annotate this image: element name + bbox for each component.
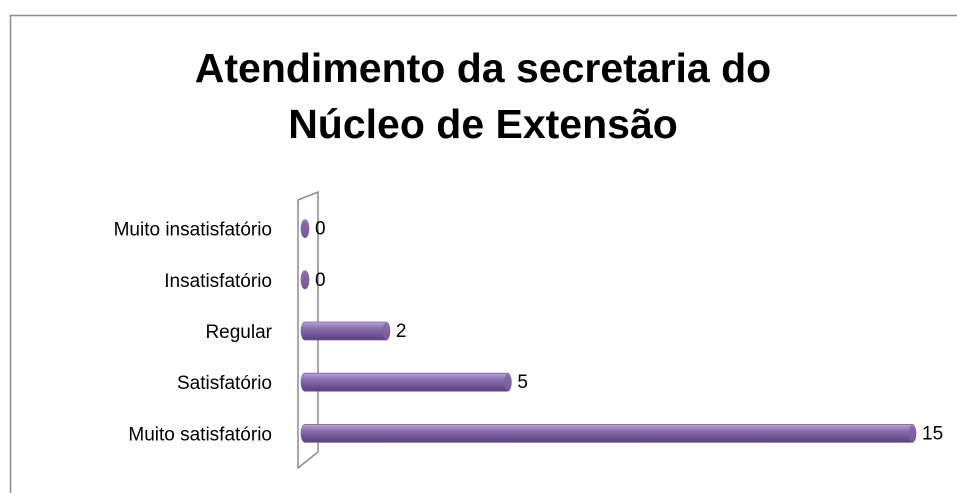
bar — [300, 321, 391, 341]
data-label: 0 — [315, 270, 326, 291]
bar-cap — [382, 323, 390, 339]
y-tick-label: Muito satisfatório — [128, 424, 272, 445]
data-label: 5 — [517, 372, 528, 393]
chart-frame — [9, 14, 957, 493]
y-tick-label: Satisfatório — [177, 373, 272, 394]
data-label: 0 — [315, 219, 326, 240]
bar-cap — [504, 374, 511, 391]
bar-cap — [908, 425, 916, 442]
data-label: 15 — [922, 423, 943, 444]
chart-title: Atendimento da secretaria do Núcleo de E… — [194, 45, 772, 147]
y-tick-label: Insatisfatório — [164, 271, 272, 292]
bar-cap — [301, 271, 309, 288]
y-tick-label: Muito insatisfatório — [114, 220, 272, 241]
title-box: Atendimento da secretaria do Núcleo de E… — [194, 45, 772, 147]
data-label: 2 — [396, 321, 407, 342]
bar — [300, 372, 512, 392]
bar — [300, 424, 917, 443]
bar-cap — [301, 220, 309, 237]
y-tick-label: Regular — [205, 322, 272, 343]
